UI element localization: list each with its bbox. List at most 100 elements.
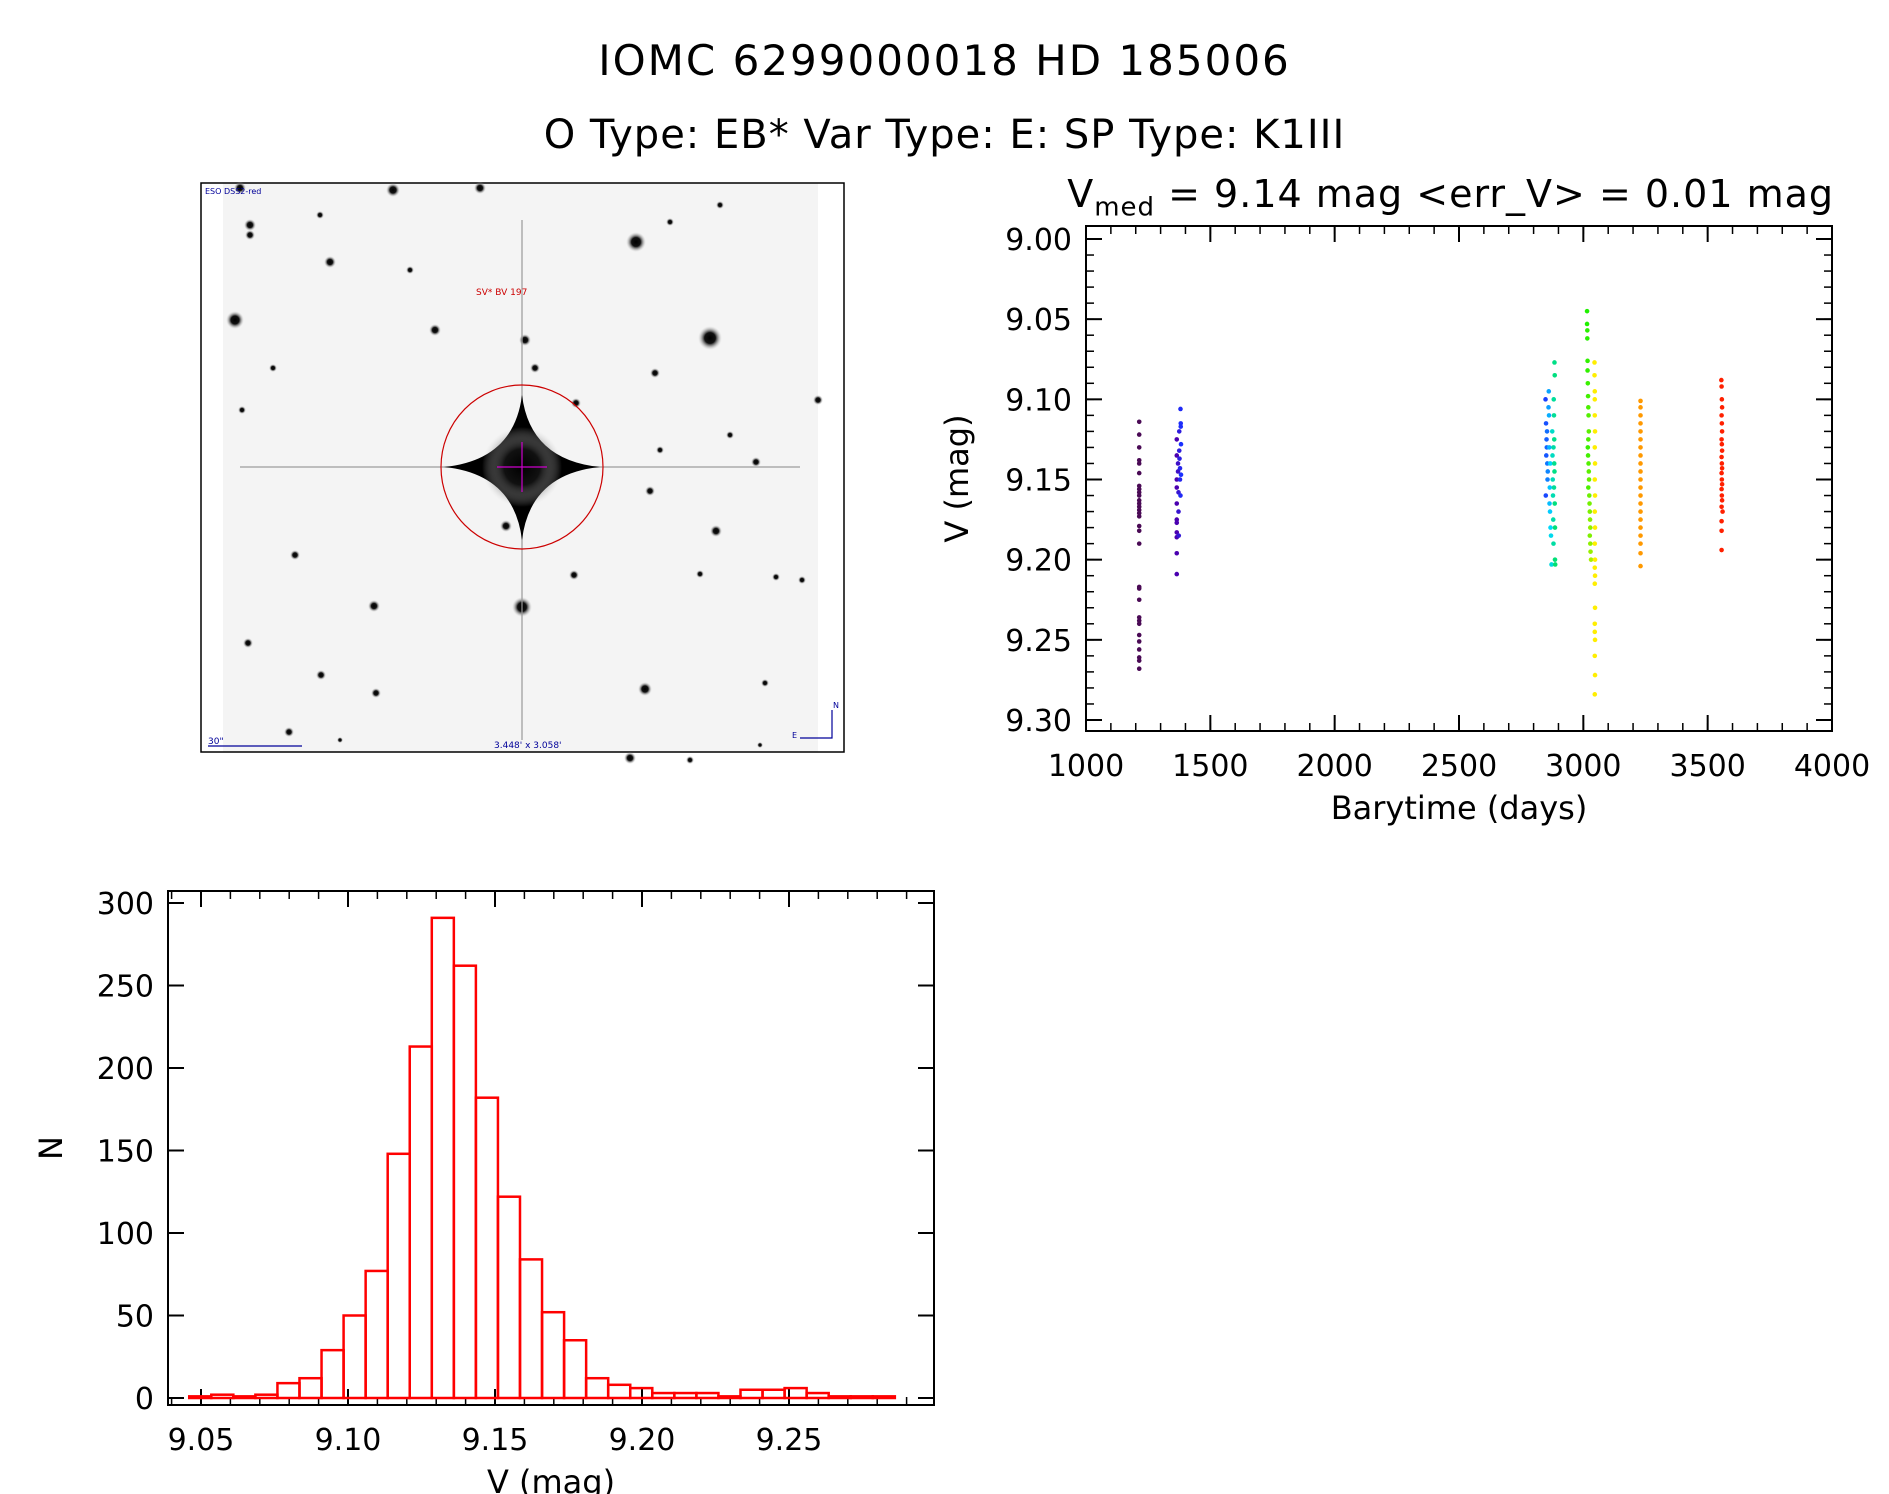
data-point [1547,485,1553,490]
data-point [1587,525,1593,530]
data-point [1638,445,1643,450]
data-point [1638,477,1643,482]
field-star [269,364,277,372]
data-point [1638,461,1643,466]
data-point [1638,485,1643,490]
data-point [1552,501,1558,506]
data-point [1136,632,1142,638]
y-tick-label: 9.10 [1005,383,1072,418]
field-star [371,688,381,698]
x-tick-label: 9.20 [609,1423,676,1458]
data-point [1720,509,1725,514]
histogram-bar [254,1393,279,1400]
field-star [406,266,414,274]
data-point [1551,445,1556,450]
compass-arrows [800,710,833,739]
data-point [1585,328,1590,333]
plot-frame [167,890,935,1406]
data-point [1178,421,1184,426]
histogram-bar [827,1395,852,1400]
data-point [1136,445,1142,450]
data-point [1592,397,1598,402]
data-point [1546,389,1552,394]
data-point [1549,429,1555,434]
data-point [1136,510,1142,516]
data-point [1174,571,1180,577]
data-point [1174,477,1180,482]
histogram-bar [452,964,478,1400]
field-star [238,406,246,414]
data-point [1136,523,1142,529]
data-point [1719,482,1725,487]
data-point [1136,501,1142,506]
y-tick-label: 300 [97,887,154,922]
data-point [1136,647,1142,652]
data-point [1177,477,1183,482]
data-point [1719,377,1724,383]
data-point [1544,437,1549,442]
data-point [1587,541,1593,546]
data-point [1719,397,1725,402]
data-point [1136,483,1142,489]
data-point [1638,453,1643,458]
data-point [1719,486,1724,492]
data-point [1592,413,1598,418]
image-frame [200,182,845,753]
data-point [1592,525,1598,530]
data-point [1638,437,1643,442]
data-point [1545,477,1550,482]
data-point [1586,485,1591,490]
histogram-bar [695,1391,720,1400]
data-point [1592,461,1598,466]
data-point [1547,501,1552,506]
data-point [1136,470,1142,476]
image-margin-left [202,184,223,751]
size-label: 3.448' x 3.058' [494,741,562,751]
field-star [624,752,636,764]
compass-east-label: E [792,731,797,740]
field-star [290,550,300,560]
data-point [1136,432,1142,437]
field-star [324,256,336,268]
data-point [1136,621,1142,627]
data-point [1136,498,1142,503]
data-point [1592,509,1598,514]
field-star [368,600,380,612]
histogram-bar [408,1045,434,1400]
data-point [1586,477,1592,482]
data-point [1592,360,1597,365]
histogram-bar [386,1152,411,1400]
data-point [1592,389,1598,394]
data-point [1136,457,1142,463]
data-point [1586,413,1591,418]
data-point [1174,453,1180,458]
compass-north-label: N [833,701,839,710]
data-point [1552,469,1557,474]
data-point [1177,456,1182,461]
data-point [1548,525,1553,530]
data-point [1719,441,1725,447]
data-point [1585,358,1590,364]
field-star [650,368,660,378]
data-point [1136,514,1142,519]
data-point [1136,490,1142,495]
data-point [1548,533,1554,538]
histogram-bar [849,1395,875,1400]
data-point [1592,605,1598,611]
data-point [1592,557,1598,562]
histogram-bar [298,1376,323,1400]
target-circle-marker [440,384,604,550]
data-point [1136,486,1142,492]
data-point [1584,321,1590,327]
data-point [1638,405,1643,410]
field-star [645,486,655,496]
data-point [1585,445,1591,450]
data-point [1136,666,1142,671]
vmed-annotation: Vmed = 9.14 mag <err_V> = 0.01 mag [1067,172,1834,223]
data-point [1592,672,1598,678]
data-point [1550,493,1556,498]
field-star [696,570,704,578]
x-tick-label: 3500 [1669,749,1745,784]
